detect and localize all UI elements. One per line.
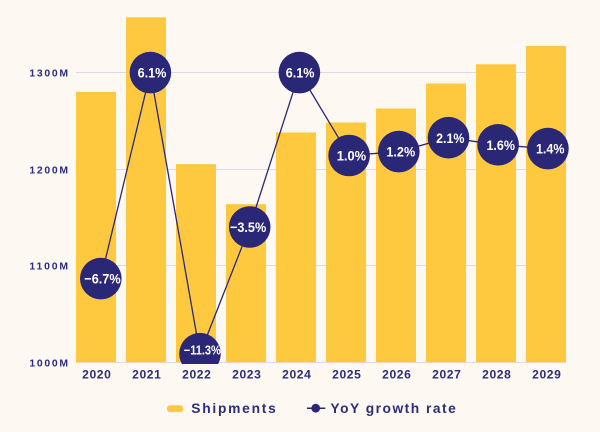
svg-text:6.1%: 6.1% [138, 65, 167, 81]
svg-text:−11.3%: −11.3% [184, 343, 221, 357]
svg-text:2027: 2027 [432, 367, 461, 381]
svg-text:1.0%: 1.0% [337, 148, 367, 164]
svg-text:−6.7%: −6.7% [84, 271, 121, 287]
svg-text:1300M: 1300M [29, 68, 68, 79]
svg-text:2023: 2023 [232, 367, 261, 381]
svg-text:2026: 2026 [382, 367, 411, 381]
svg-text:6.1%: 6.1% [286, 65, 315, 81]
svg-text:1.2%: 1.2% [386, 144, 415, 160]
svg-text:2020: 2020 [82, 367, 111, 381]
svg-text:2021: 2021 [132, 367, 161, 381]
svg-text:1200M: 1200M [29, 165, 68, 176]
svg-text:YoY growth rate: YoY growth rate [330, 401, 456, 416]
svg-text:2028: 2028 [482, 367, 511, 381]
svg-text:−3.5%: −3.5% [230, 219, 267, 235]
svg-text:Shipments: Shipments [191, 401, 276, 416]
svg-text:2.1%: 2.1% [436, 130, 465, 146]
svg-text:2024: 2024 [282, 367, 311, 381]
svg-text:1000M: 1000M [29, 358, 68, 369]
svg-text:2025: 2025 [332, 367, 361, 381]
svg-text:1100M: 1100M [29, 261, 68, 272]
svg-text:2029: 2029 [532, 367, 561, 381]
svg-text:1.4%: 1.4% [536, 141, 565, 157]
svg-text:2022: 2022 [182, 367, 211, 381]
svg-text:1.6%: 1.6% [486, 137, 515, 153]
